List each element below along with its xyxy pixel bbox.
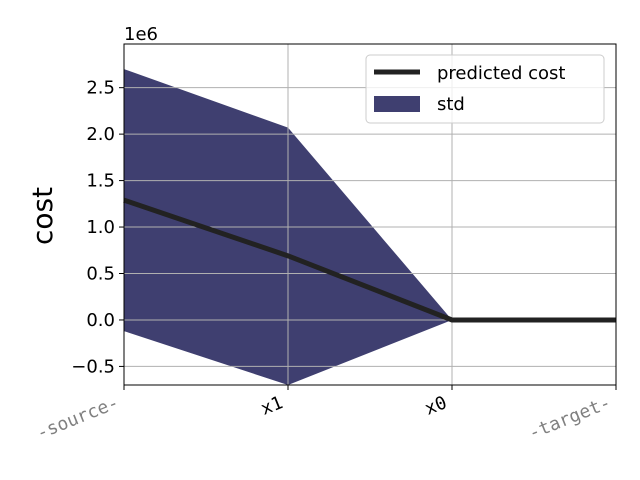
y-tick-label: 2.0: [86, 124, 115, 145]
predicted-cost-line: [123, 197, 616, 323]
y-axis-label: cost: [26, 187, 59, 245]
y-offset-label: 1e6: [124, 24, 158, 45]
plot-frame: [123, 43, 617, 386]
y-tick-label: 0.0: [86, 310, 115, 331]
y-tick-label: 1.5: [86, 171, 115, 192]
x-tick-label: x1: [258, 392, 286, 420]
legend-box: [365, 54, 605, 124]
y-tick-label: 2.5: [86, 78, 115, 99]
legend-swatch: [374, 96, 420, 112]
y-tick-label: −0.5: [71, 356, 115, 377]
x-tick-label: -target-: [526, 392, 614, 444]
x-tick-label: x0: [422, 392, 450, 420]
legend-label: std: [437, 94, 465, 115]
legend-label: predicted cost: [437, 63, 565, 84]
legend: predicted cost std: [365, 54, 605, 124]
x-tick-label: -source-: [34, 392, 122, 444]
y-tick-label: 1.0: [86, 217, 115, 238]
y-tick-label: 0.5: [86, 264, 115, 285]
